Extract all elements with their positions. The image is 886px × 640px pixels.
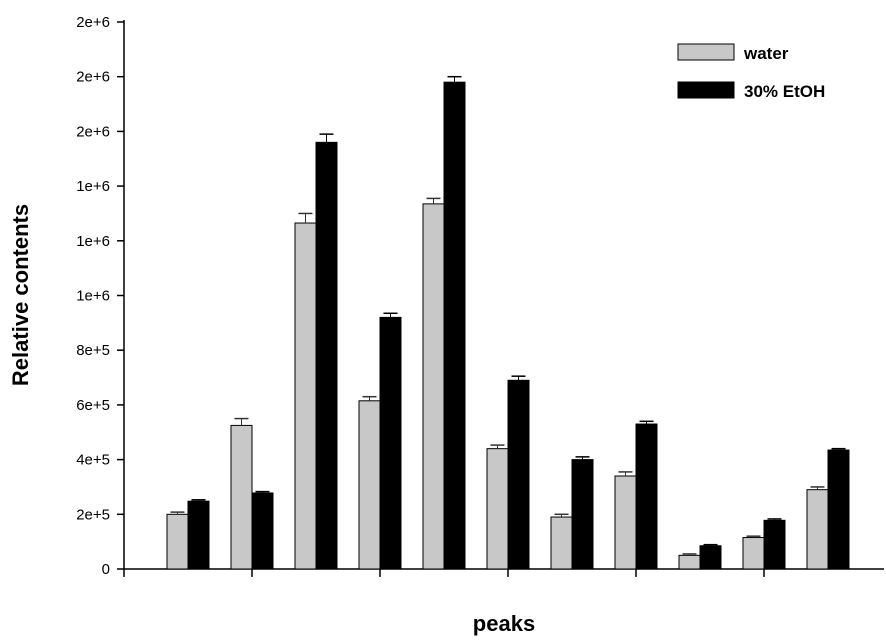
bar-water-1	[166, 513, 189, 570]
bar-etoh-3	[315, 141, 338, 570]
y-tick-label: 1e+6	[76, 233, 110, 250]
bar-etoh-10	[763, 519, 786, 570]
bar-water-9	[678, 554, 701, 570]
bar-etoh-5	[443, 81, 466, 570]
legend-swatch-water	[677, 43, 735, 61]
bar-etoh-9	[699, 545, 722, 570]
y-axis: 0 2e+5 4e+5 6e+5 8e+5 1e+6 1e+6 1e+6 2e+6 2e+6 2e+…	[76, 14, 125, 578]
x-axis	[123, 568, 884, 577]
bar-etoh-7	[571, 459, 594, 570]
bar-water-7	[550, 516, 573, 570]
bar-etoh-11	[827, 449, 850, 570]
y-tick-label: 0	[102, 561, 110, 578]
x-axis-title: peaks	[473, 611, 535, 636]
y-tick-label: 1e+6	[76, 178, 110, 195]
bars	[166, 75, 850, 570]
bar-etoh-6	[507, 379, 530, 570]
y-tick-label: 1e+6	[76, 288, 110, 305]
y-tick-label: 2e+6	[76, 69, 110, 86]
bar-water-2	[230, 424, 253, 570]
bar-water-11	[806, 489, 829, 570]
bar-water-10	[742, 537, 765, 570]
bar-water-3	[294, 222, 317, 570]
y-tick-label: 8e+5	[76, 342, 110, 359]
y-tick-label: 4e+5	[76, 452, 110, 469]
y-tick-label: 2e+6	[76, 123, 110, 140]
legend-label-etoh: 30% EtOH	[744, 82, 825, 101]
bar-etoh-8	[635, 423, 658, 570]
legend-swatch-etoh	[677, 81, 735, 99]
bar-etoh-4	[379, 316, 402, 570]
y-tick-label: 2e+6	[76, 14, 110, 31]
bar-water-6	[486, 448, 509, 570]
y-tick-label: 2e+5	[76, 506, 110, 523]
bar-water-5	[422, 203, 445, 570]
legend-label-water: water	[743, 44, 789, 63]
bar-water-8	[614, 475, 637, 570]
y-tick-label: 6e+5	[76, 397, 110, 414]
bar-etoh-1	[187, 500, 210, 570]
bar-etoh-2	[251, 492, 274, 570]
legend: water 30% EtOH	[677, 43, 825, 101]
y-axis-title: Relative contents	[8, 204, 33, 386]
bar-water-4	[358, 400, 381, 570]
